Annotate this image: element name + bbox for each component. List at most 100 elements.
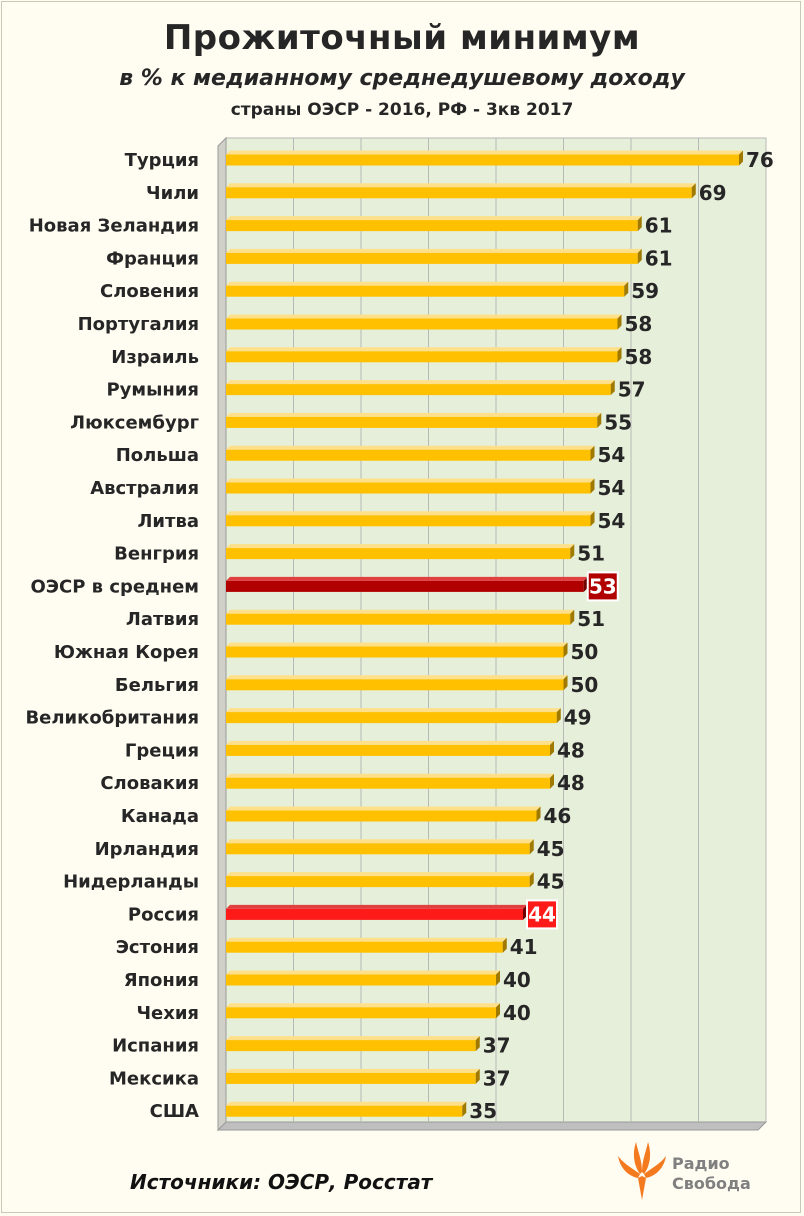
bar-top [226,675,568,680]
bar [226,908,523,920]
bar [226,1007,496,1019]
category-label: Венгрия [114,544,199,565]
category-label: Чехия [136,1003,199,1024]
category-label: Новая Зеландия [29,216,199,237]
bar [226,1072,476,1084]
bar [226,318,618,330]
bar-top [226,806,541,811]
value-label: 69 [699,181,727,205]
value-label: 40 [503,968,531,992]
category-label: Испания [112,1036,199,1057]
chart-title: Прожиточный минимум [163,18,641,58]
value-label: 48 [557,738,585,762]
logo-line-2: Свобода [672,1174,751,1193]
bar-side [536,806,541,822]
category-label: Бельгия [115,675,199,696]
bar [226,187,692,199]
value-label: 58 [625,312,653,336]
bar [226,384,611,396]
bar-top [226,773,554,778]
value-label: 44 [528,902,556,926]
bar [226,252,638,264]
value-label: 51 [577,607,605,631]
bar-side [590,511,595,527]
category-label: Эстония [116,937,199,958]
bar-top [226,839,534,844]
category-label: Португалия [78,314,199,335]
bar-side [502,937,507,953]
category-label: Канада [121,806,199,827]
bar-top [226,314,622,319]
logo-line-1: Радио [672,1154,730,1173]
category-label: Ирландия [95,839,199,860]
bar [226,744,550,756]
category-label: Великобритания [25,708,199,729]
value-label-box [526,899,558,930]
bar-side [496,1003,500,1019]
bar-top [226,872,534,877]
value-label: 45 [537,870,565,894]
value-label: 45 [537,837,565,861]
category-label: Словения [100,281,199,302]
bar [226,449,591,461]
value-label: 57 [618,378,646,402]
bar-side [529,839,534,855]
value-label-box [586,571,619,602]
category-label: Латвия [126,609,199,630]
bar-top [226,281,629,286]
bar-top [226,445,595,450]
source-note: Источники: ОЭСР, Росстат [130,1170,433,1194]
bar [226,482,591,494]
bar-top [226,642,568,647]
chart-note: страны ОЭСР - 2016, РФ - 3кв 2017 [230,100,574,120]
value-label: 61 [645,214,673,238]
value-label: 61 [645,246,673,270]
bar [226,1040,476,1052]
bar-top [226,970,500,975]
bar-side [529,872,534,888]
value-label: 54 [598,476,626,500]
bar-top [226,708,561,713]
bar-side [597,412,602,428]
bar [226,843,530,855]
category-label: Мексика [109,1068,199,1089]
value-label: 51 [577,542,605,566]
bar-side [624,281,629,297]
bar-side [556,708,561,724]
bar-side [637,248,642,264]
chart-subtitle: в % к медианному среднедушевому доходу [119,66,685,91]
bar [226,416,598,428]
bar-top [226,478,595,483]
value-label: 53 [589,574,617,598]
bar-top [226,576,588,581]
bar-top [226,347,622,352]
bar-side [739,150,743,166]
category-label: Румыния [106,380,199,401]
bar [226,285,625,297]
bar-top [226,1036,480,1041]
bar-side [496,970,500,986]
bar-top [226,412,602,417]
bar-side [475,1068,480,1084]
bar-top [226,150,743,155]
value-label: 41 [510,935,538,959]
bar [226,974,496,986]
bar-side [590,445,595,461]
bar [226,580,584,592]
bar-top [226,937,507,942]
category-label: США [150,1101,199,1122]
bar-top [226,380,615,385]
bar [226,613,571,625]
bar [226,351,618,363]
bar-top [226,544,575,549]
logo-text: Радио Свобода [672,1154,751,1194]
category-label: Турция [125,150,199,171]
value-label: 54 [598,443,626,467]
bar-side [691,183,696,199]
bar [226,712,557,724]
category-label: Нидерланды [63,872,199,893]
bar-side [550,773,554,789]
value-label: 59 [631,279,659,303]
category-label: Словакия [100,773,199,794]
